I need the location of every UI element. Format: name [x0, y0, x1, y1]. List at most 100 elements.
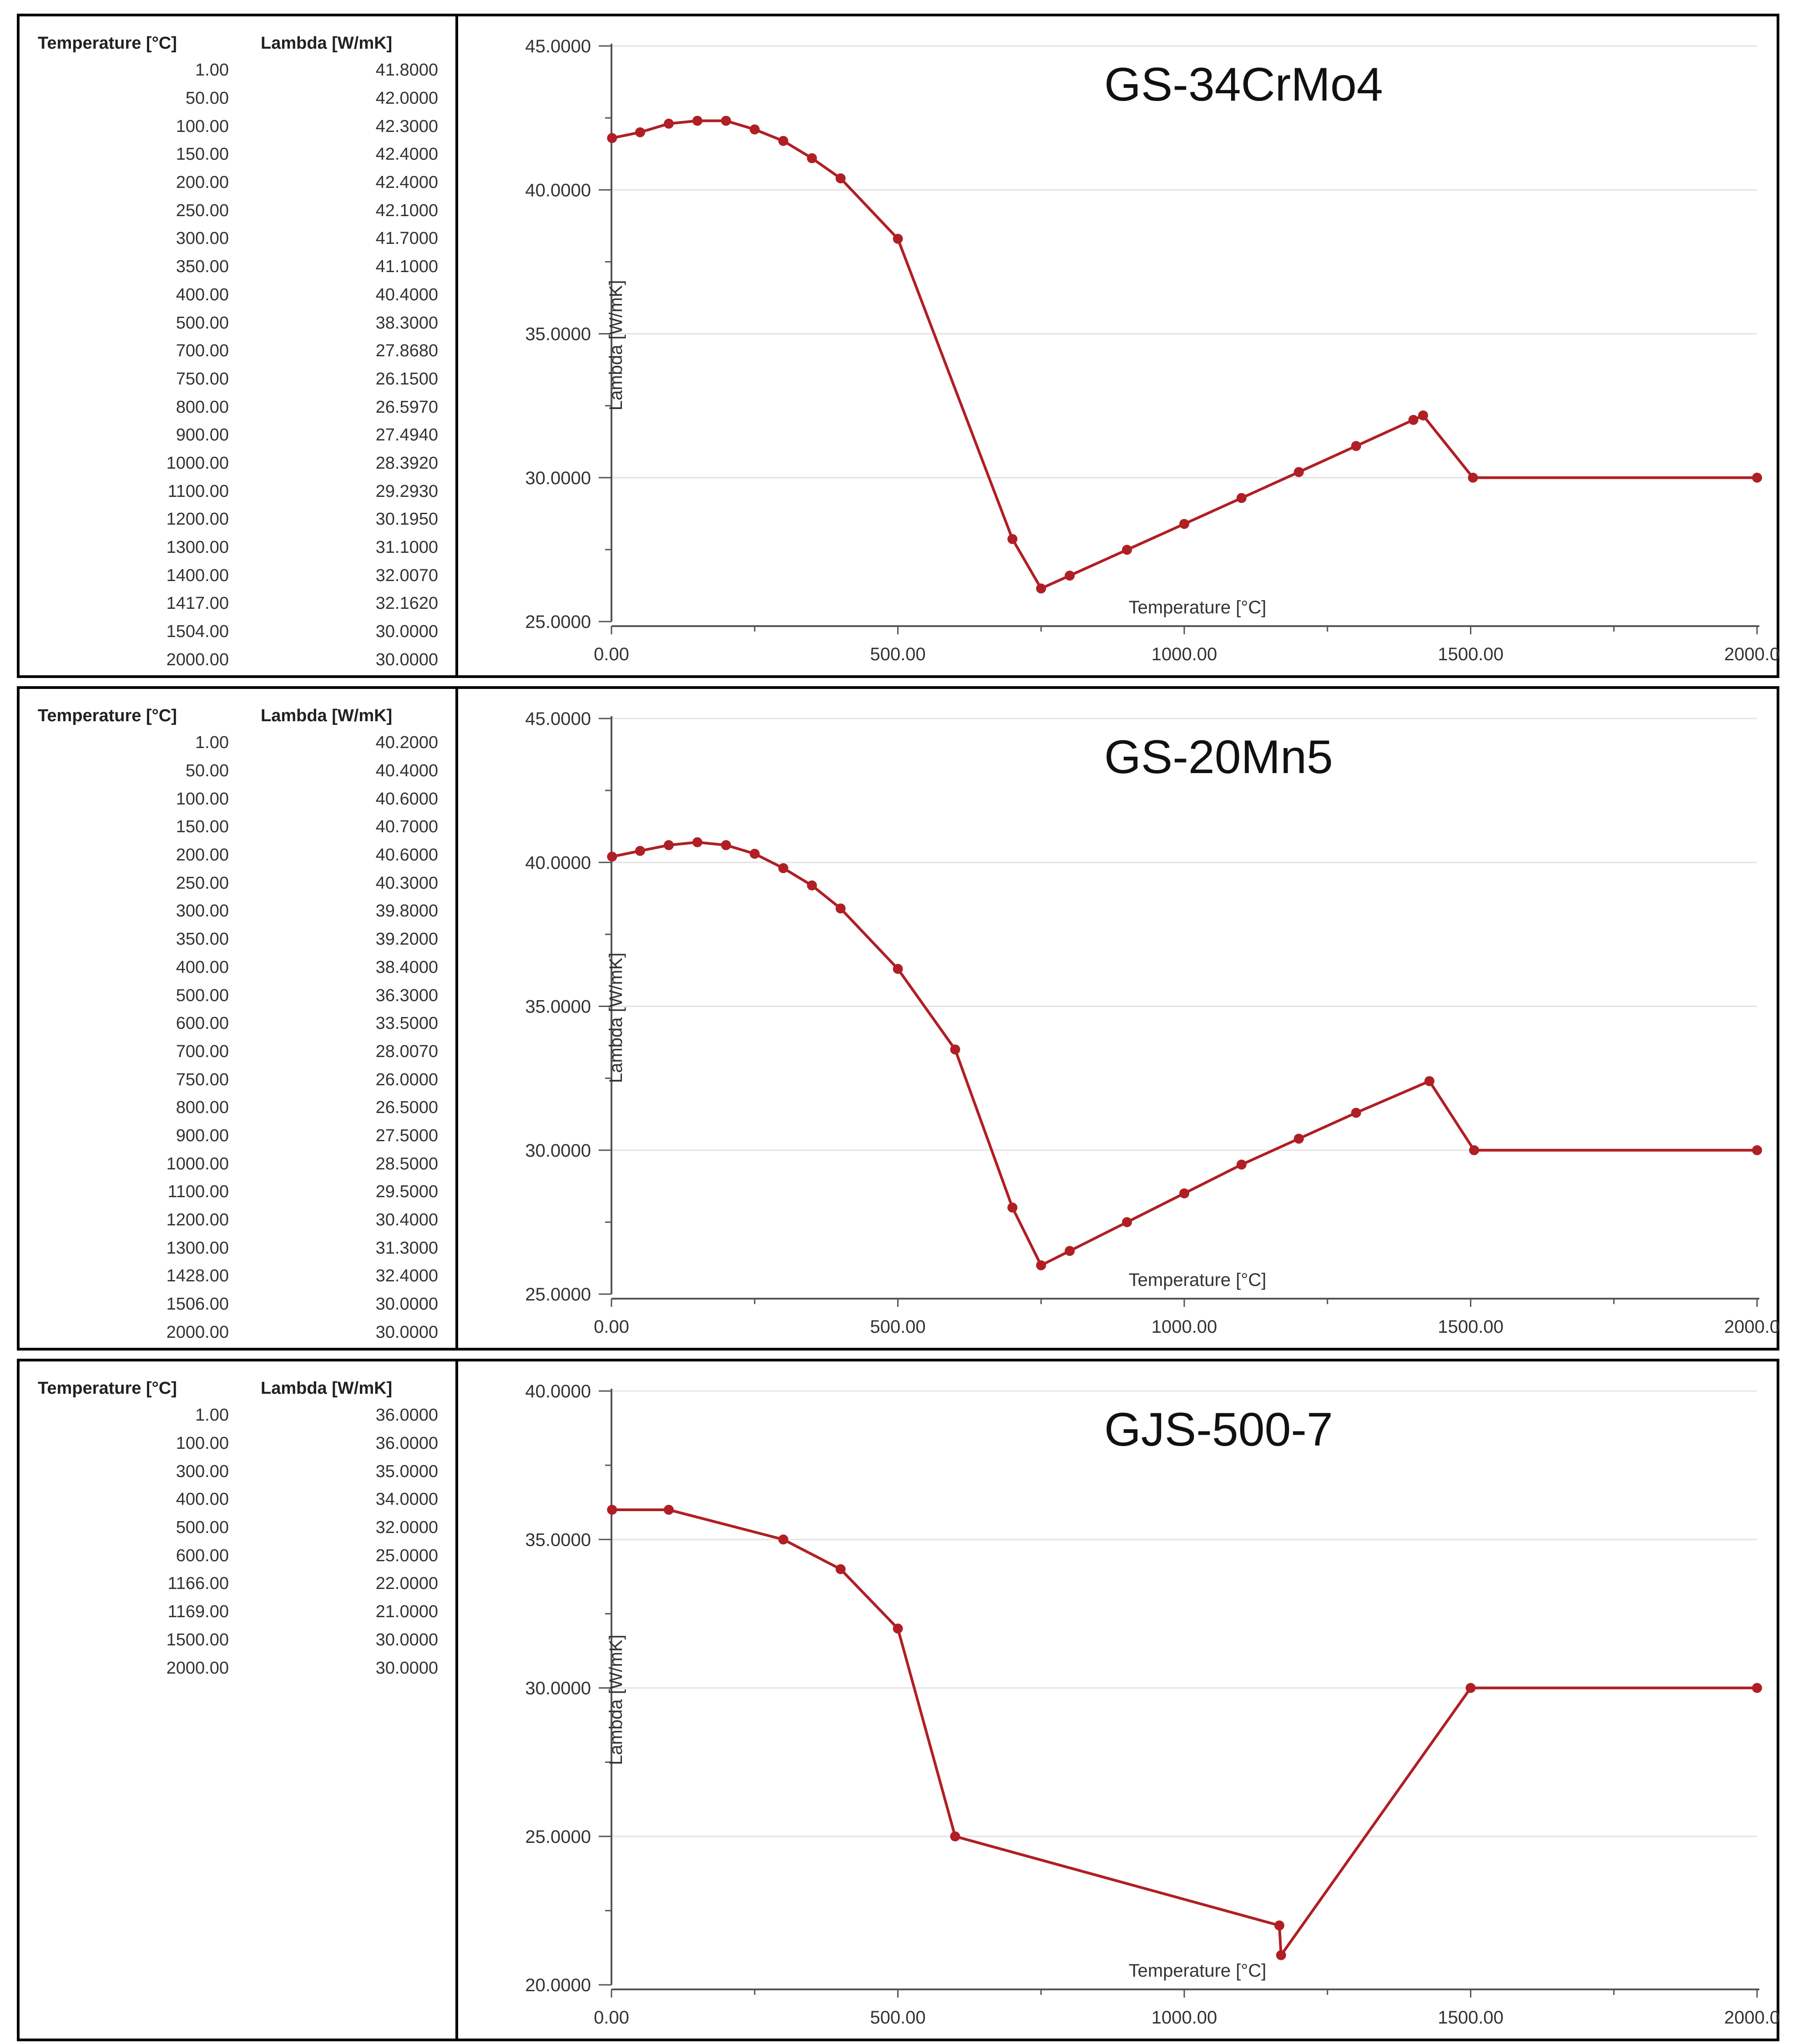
lambda-cell: 27.5000 — [375, 1126, 438, 1145]
temperature-cell: 1500.00 — [166, 1630, 229, 1649]
chart-box-2: 25.0000 30.0000 35.0000 40.0000 45.0000 0.00 5… — [458, 686, 1779, 1351]
temperature-cell: 750.00 — [176, 1070, 229, 1089]
temperature-cell: 50.00 — [185, 761, 229, 781]
data-point — [721, 840, 731, 850]
temperature-cell: 300.00 — [176, 901, 229, 921]
data-point — [635, 127, 645, 137]
temperature-cell: 1506.00 — [166, 1295, 229, 1314]
lambda-cell: 26.0000 — [375, 1070, 438, 1089]
data-point — [607, 1505, 617, 1515]
series-line — [611, 840, 1757, 1267]
data-point — [1465, 1683, 1476, 1693]
temperature-cell: 200.00 — [176, 173, 229, 192]
lambda-cell: 40.3000 — [375, 873, 438, 893]
table-row: 700.00 28.0070 — [38, 1038, 447, 1066]
table-row: 500.00 38.3000 — [38, 309, 447, 337]
table-row: 1428.00 32.4000 — [38, 1262, 447, 1290]
data-point — [1351, 1108, 1361, 1118]
lambda-cell: 30.1950 — [375, 510, 438, 529]
data-table-box-2: Temperature [°C] Lambda [W/mK] 1.00 40.2000… — [17, 686, 458, 1351]
lambda-cell: 28.5000 — [375, 1154, 438, 1174]
table-row: 250.00 40.3000 — [38, 869, 447, 897]
temperature-cell: 1000.00 — [166, 453, 229, 473]
table-row: 750.00 26.1500 — [38, 365, 447, 394]
data-point — [950, 1044, 960, 1055]
lambda-cell: 30.0000 — [375, 650, 438, 669]
data-point — [607, 133, 617, 143]
table-row: 150.00 42.4000 — [38, 141, 447, 169]
lambda-cell: 28.3920 — [375, 453, 438, 473]
lambda-cell: 42.0000 — [375, 89, 438, 108]
data-point — [778, 1534, 788, 1545]
lambda-cell: 26.5970 — [375, 397, 438, 417]
data-point — [950, 1831, 960, 1842]
lambda-cell: 32.0000 — [375, 1518, 438, 1538]
y-tick-label: 40.0000 — [525, 180, 591, 200]
data-point — [663, 1505, 674, 1515]
table-row: 50.00 42.0000 — [38, 85, 447, 113]
data-point — [1752, 472, 1762, 483]
lambda-cell: 26.5000 — [375, 1098, 438, 1118]
x-tick-label: 500.00 — [870, 644, 925, 664]
table-row: 2000.00 30.0000 — [38, 646, 447, 674]
table-row: 150.00 40.7000 — [38, 813, 447, 841]
table-row: 200.00 42.4000 — [38, 169, 447, 197]
data-point — [663, 840, 674, 850]
table-row: 300.00 41.7000 — [38, 225, 447, 253]
table-row: 1.00 41.8000 — [38, 56, 447, 85]
table-row: 1169.00 21.0000 — [38, 1598, 447, 1626]
data-point — [1293, 1133, 1304, 1144]
temperature-cell: 350.00 — [176, 257, 229, 277]
table-row: 700.00 27.8680 — [38, 337, 447, 365]
temperature-cell: 1.00 — [195, 61, 229, 80]
data-point — [778, 863, 788, 873]
table-row: 1300.00 31.1000 — [38, 534, 447, 562]
y-tick-label: 40.0000 — [525, 1381, 591, 1401]
table-row: 750.00 26.0000 — [38, 1066, 447, 1094]
table-header-row: Temperature [°C] Lambda [W/mK] — [38, 703, 447, 729]
temperature-header: Temperature [°C] — [38, 33, 177, 53]
table-row: 1200.00 30.4000 — [38, 1206, 447, 1234]
data-point — [1007, 1202, 1018, 1213]
lambda-header: Lambda [W/mK] — [261, 1378, 393, 1398]
lambda-cell: 36.3000 — [375, 986, 438, 1005]
temperature-cell: 1100.00 — [167, 1182, 229, 1202]
temperature-cell: 250.00 — [176, 873, 229, 893]
table-row: 800.00 26.5000 — [38, 1094, 447, 1122]
y-tick-label: 25.0000 — [525, 1285, 591, 1305]
temperature-cell: 100.00 — [176, 1434, 229, 1453]
table-row: 1400.00 32.0070 — [38, 562, 447, 590]
data-point — [1065, 570, 1075, 581]
temperature-cell: 1300.00 — [166, 538, 229, 557]
chart-box-1: 25.0000 30.0000 35.0000 40.0000 45.0000 0.00 5… — [458, 14, 1779, 678]
lambda-cell: 42.3000 — [375, 116, 438, 136]
temperature-cell: 350.00 — [176, 930, 229, 949]
lambda-cell: 38.3000 — [375, 313, 438, 333]
lambda-cell: 36.0000 — [375, 1434, 438, 1453]
x-tick-label: 2000.00 — [1724, 2008, 1779, 2028]
y-tick-label: 40.0000 — [525, 853, 591, 873]
temperature-cell: 1417.00 — [166, 594, 229, 613]
y-axis-label: Lambda [W/mK] — [606, 952, 626, 1083]
y-tick-label: 30.0000 — [525, 1679, 591, 1699]
lambda-cell: 25.0000 — [375, 1546, 438, 1565]
data-point — [692, 116, 702, 126]
data-point — [807, 153, 817, 163]
lambda-header: Lambda [W/mK] — [261, 33, 393, 53]
table-row: 1.00 36.0000 — [38, 1401, 447, 1430]
lambda-cell: 42.1000 — [375, 201, 438, 220]
temperature-cell: 150.00 — [176, 817, 229, 837]
data-point — [749, 124, 760, 135]
data-point — [1036, 1260, 1046, 1270]
temperature-cell: 50.00 — [185, 89, 229, 108]
data-point — [1065, 1246, 1075, 1256]
x-axis-label: Temperature [°C] — [1129, 597, 1267, 617]
data-point — [835, 1564, 846, 1574]
chart-title: GS-34CrMo4 — [1104, 58, 1383, 111]
series-line — [612, 1508, 1757, 1957]
lambda-cell: 30.0000 — [375, 1322, 438, 1342]
lambda-cell: 30.0000 — [375, 622, 438, 642]
data-point — [1418, 410, 1429, 421]
data-point — [778, 136, 788, 146]
chart-box-3: 20.0000 25.0000 30.0000 35.0000 40.0000 0.00 5… — [458, 1359, 1779, 2041]
